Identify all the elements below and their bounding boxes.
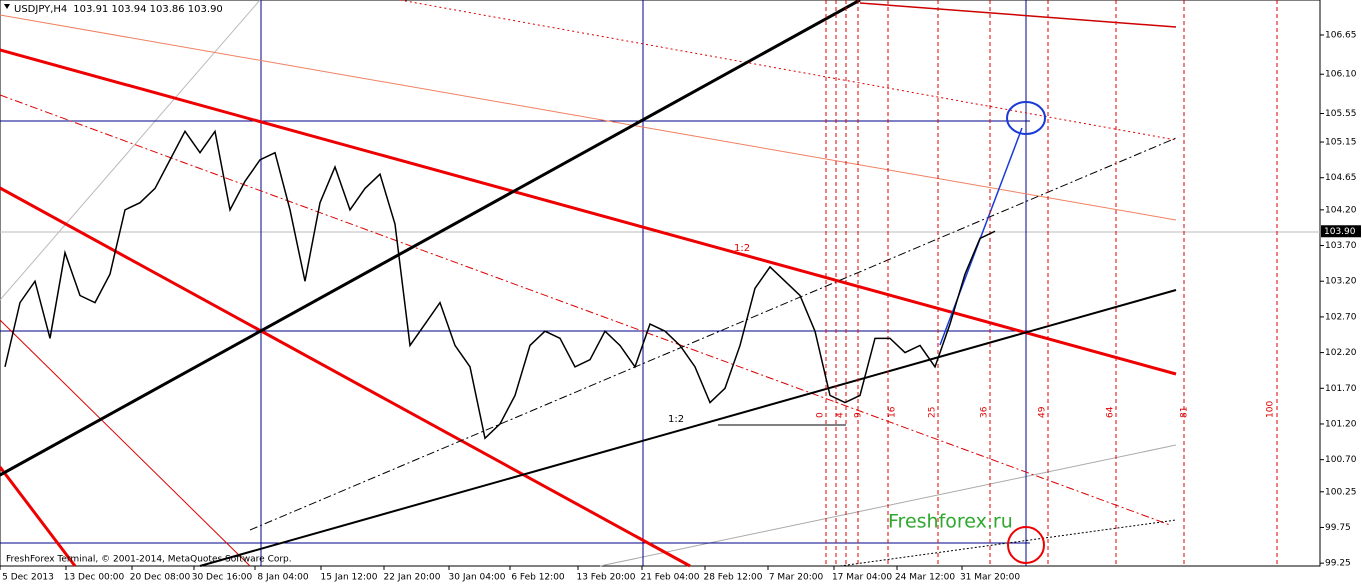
x-tick-label: 13 Dec 00:00: [64, 573, 125, 583]
x-tick-label: 5 Dec 2013: [2, 573, 54, 583]
y-tick-label: 104.65: [1325, 173, 1357, 183]
y-tick-label: 106.65: [1325, 30, 1357, 40]
trendline: [859, 2, 1177, 28]
x-tick-label: 17 Mar 04:00: [832, 573, 892, 583]
trendline: [0, 0, 861, 477]
projection: [939, 127, 1023, 346]
fib-label: 25: [928, 407, 938, 418]
y-tick-label: 100.25: [1325, 487, 1357, 497]
fib-label: 4: [836, 412, 846, 418]
target-ellipse: [1006, 101, 1046, 135]
x-tick-label: 31 Mar 20:00: [960, 573, 1020, 583]
ratio-label: 1:2: [734, 243, 750, 254]
fib-label: 9: [854, 412, 864, 418]
y-tick-label: 102.20: [1325, 348, 1357, 358]
x-tick-label: 15 Jan 12:00: [321, 573, 378, 583]
x-tick-label: 21 Feb 04:00: [640, 573, 699, 583]
plot-frame: [0, 0, 1321, 567]
x-tick-label: 8 Jan 04:00: [257, 573, 309, 583]
fib-label: 81: [1180, 407, 1190, 418]
trendline: [0, 48, 1177, 376]
target-circle: [1007, 526, 1045, 564]
symbol: USDJPY,H4: [14, 4, 67, 15]
chart-header: USDJPY,H4 103.91 103.94 103.86 103.90: [14, 4, 223, 15]
trendline: [0, 0, 261, 301]
y-tick-label: 101.20: [1325, 419, 1357, 429]
ratio-label: 1:2: [668, 414, 684, 425]
x-tick-label: 24 Mar 12:00: [895, 573, 955, 583]
fib-label: 64: [1106, 406, 1116, 418]
current-price-box: [1321, 225, 1361, 238]
price-line: [4, 129, 996, 440]
y-tick-label: 106.10: [1325, 70, 1357, 80]
fib-label: 36: [980, 406, 990, 418]
y-tick-label: 103.20: [1325, 277, 1357, 287]
quote: 103.91 103.94 103.86 103.90: [73, 4, 223, 15]
x-tick-label: 30 Jan 04:00: [449, 573, 506, 583]
fib-label: 16: [888, 406, 898, 418]
y-tick-label: 103.70: [1325, 241, 1357, 251]
fib-label: 49: [1038, 406, 1048, 418]
x-tick-label: 22 Jan 20:00: [384, 573, 441, 583]
fib-label: 100: [1266, 401, 1276, 418]
trendline: [399, 0, 1177, 141]
x-tick-label: 7 Mar 20:00: [769, 573, 824, 583]
x-tick-label: 6 Feb 12:00: [511, 573, 565, 583]
x-tick-label: 28 Feb 12:00: [703, 573, 762, 583]
trendline: [199, 289, 1177, 567]
y-tick-label: 99.25: [1325, 559, 1351, 569]
trendline: [249, 137, 1177, 531]
fib-label: 0: [816, 412, 826, 418]
menu-arrow[interactable]: [4, 4, 10, 9]
y-tick-label: 100.70: [1325, 455, 1357, 465]
x-tick-label: 13 Feb 20:00: [576, 573, 635, 583]
trendline: [0, 14, 1177, 221]
fib-time-zones: [825, 0, 1278, 566]
trendline: [0, 319, 251, 567]
x-tick-label: 20 Dec 08:00: [130, 573, 191, 583]
watermark: Freshforex.ru: [888, 511, 1013, 533]
trendline: [0, 466, 77, 567]
y-tick-label: 102.70: [1325, 312, 1357, 322]
y-tick-label: 101.70: [1325, 384, 1357, 394]
x-tick-label: 30 Dec 16:00: [192, 573, 253, 583]
footer: FreshForex Terminal, © 2001-2014, MetaQu…: [6, 555, 292, 565]
y-tick-label: 104.20: [1325, 205, 1357, 215]
y-tick-label: 105.15: [1325, 138, 1357, 148]
current-price-label: 103.90: [1324, 227, 1356, 237]
y-tick-label: 99.75: [1325, 523, 1351, 533]
y-tick-label: 105.55: [1325, 109, 1357, 119]
